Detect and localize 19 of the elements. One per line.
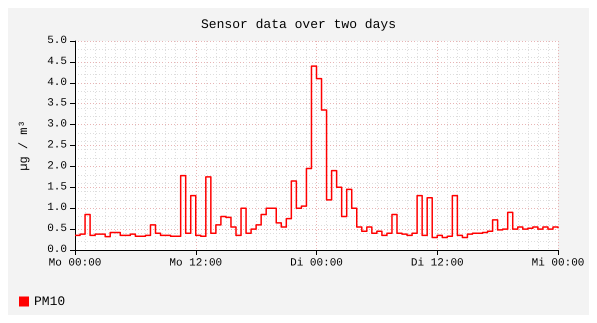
y-tick-label: 1.5 (47, 181, 67, 194)
y-tick-label: 3.0 (47, 118, 67, 131)
y-tick-label: 0.0 (47, 244, 67, 256)
y-tick-label: 0.5 (47, 223, 67, 236)
y-tick-label: 2.0 (47, 160, 67, 172)
y-tick-label: 1.0 (47, 202, 67, 214)
y-tick-label: 4.0 (47, 76, 67, 89)
y-tick-label: 5.0 (47, 35, 67, 47)
x-tick-label: Mo 12:00 (169, 258, 222, 270)
x-tick-label: Di 00:00 (290, 258, 343, 270)
y-axis-title: µg / m³ (17, 120, 31, 171)
y-tick-label: 2.5 (47, 140, 67, 152)
x-tick-label: Di 12:00 (410, 258, 464, 270)
y-tick-label: 4.5 (47, 56, 67, 68)
x-tick-label: Mo 00:00 (48, 258, 102, 270)
y-tick-label: 3.5 (47, 98, 67, 110)
x-tick-label: Mi 00:00 (532, 258, 584, 270)
legend-label: PM10 (34, 294, 66, 309)
chart-title: Sensor data over two days (200, 17, 396, 32)
